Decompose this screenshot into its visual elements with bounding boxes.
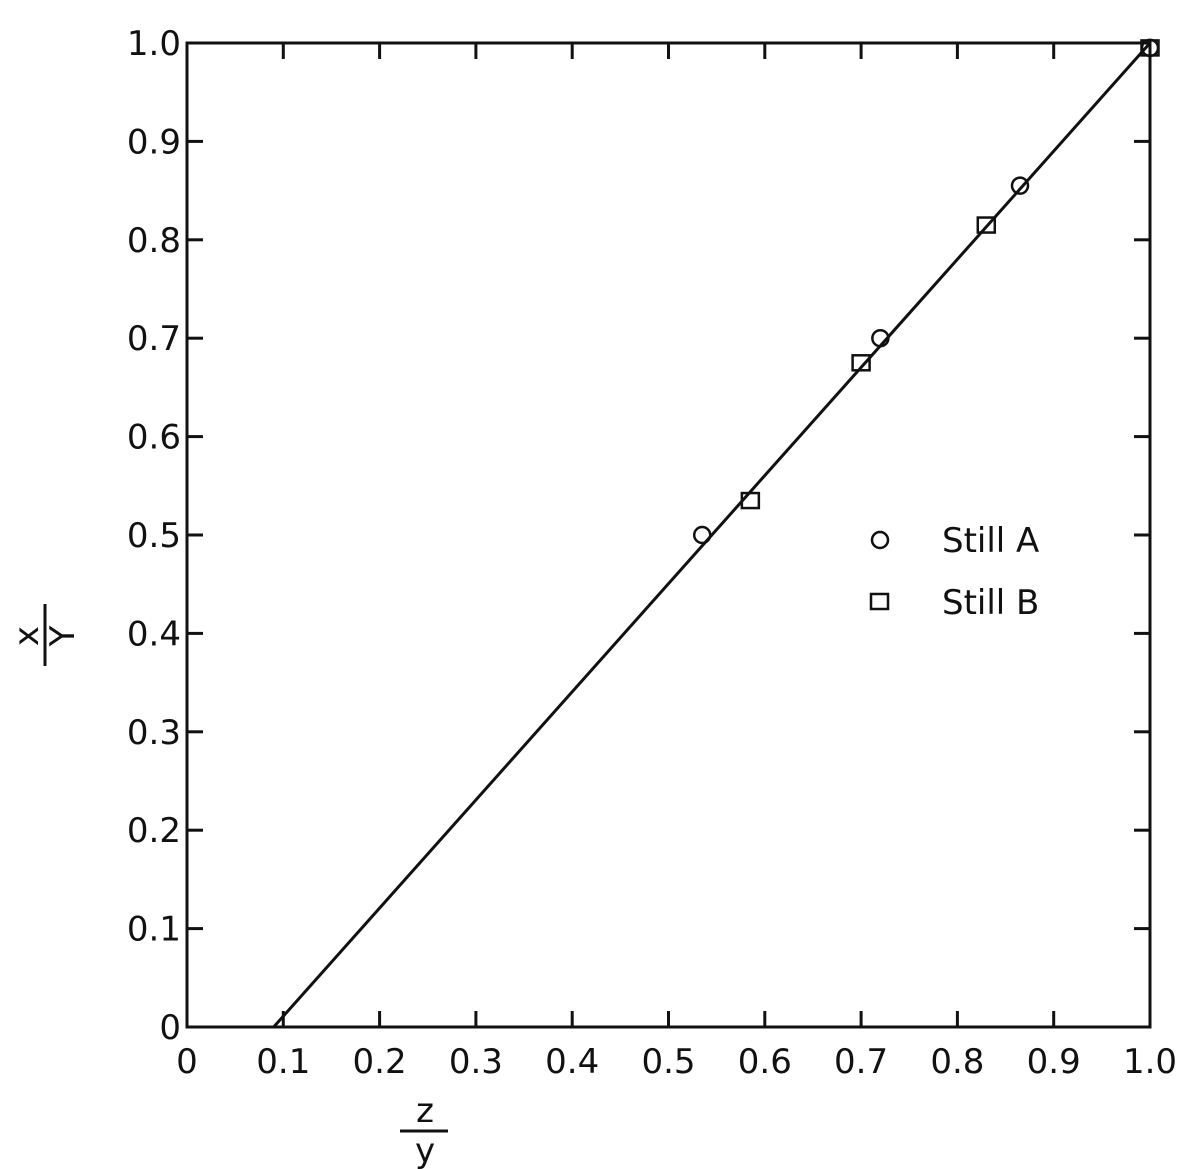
x-tick-label: 0.6 [738, 1042, 792, 1082]
legend-marker-still-b [869, 592, 890, 611]
data-point-still-a [871, 328, 890, 348]
x-axis-label-numerator: z [416, 1091, 434, 1131]
y-tick-label: 0.3 [127, 713, 181, 753]
x-axis-label: z y [400, 1091, 448, 1169]
x-tick-label: 0.7 [834, 1042, 888, 1082]
y-tick-label: 0 [159, 1008, 181, 1048]
x-tick-label: 0.8 [930, 1042, 984, 1082]
legend-label-still-b: Still B [942, 583, 1039, 623]
fit-line [272, 42, 1152, 1028]
x-tick-labels: 0 0.1 0.2 0.3 0.4 0.5 0.6 0.7 0.8 0.9 1.0 [176, 1042, 1177, 1082]
x-tick-label: 1.0 [1123, 1042, 1177, 1082]
legend-marker-still-a [870, 530, 890, 550]
legend: Still A Still B [869, 521, 1039, 623]
x-tick-label: 0.2 [353, 1042, 407, 1082]
data-point-still-b [1140, 39, 1160, 57]
x-tick-label: 0.3 [449, 1042, 503, 1082]
y-tick-label: 0.1 [127, 910, 181, 950]
data-point-still-b [851, 354, 871, 372]
y-tick-label: 1.0 [127, 24, 181, 64]
data-markers [692, 38, 1160, 545]
x-tick-label: 0.4 [545, 1042, 599, 1082]
y-tick-labels: 0 0.1 0.2 0.3 0.4 0.5 0.6 0.7 0.8 0.9 1.0 [127, 24, 181, 1048]
y-tick-label: 0.6 [127, 418, 181, 458]
y-tick-label: 0.4 [127, 614, 181, 654]
y-tick-label: 0.7 [127, 319, 181, 359]
data-point-still-a [692, 525, 712, 545]
tick-marks [187, 43, 1150, 1027]
y-tick-label: 0.8 [127, 221, 181, 261]
y-axis-label-numerator: x [7, 626, 47, 646]
x-tick-label: 0.1 [256, 1042, 310, 1082]
x-tick-label: 0.9 [1027, 1042, 1081, 1082]
y-axis-label-denominator: Y [43, 625, 83, 647]
x-axis-label-denominator: y [415, 1131, 435, 1169]
y-tick-label: 0.5 [127, 516, 181, 556]
data-point-still-b [976, 216, 997, 234]
y-tick-label: 0.9 [127, 122, 181, 162]
data-point-still-b [740, 491, 761, 510]
y-tick-label: 0.2 [127, 811, 181, 851]
legend-label-still-a: Still A [942, 521, 1039, 561]
x-tick-label: 0 [176, 1042, 198, 1082]
data-point-still-a [1010, 176, 1030, 195]
x-tick-label: 0.5 [641, 1042, 695, 1082]
y-axis-label: x Y [7, 604, 83, 666]
